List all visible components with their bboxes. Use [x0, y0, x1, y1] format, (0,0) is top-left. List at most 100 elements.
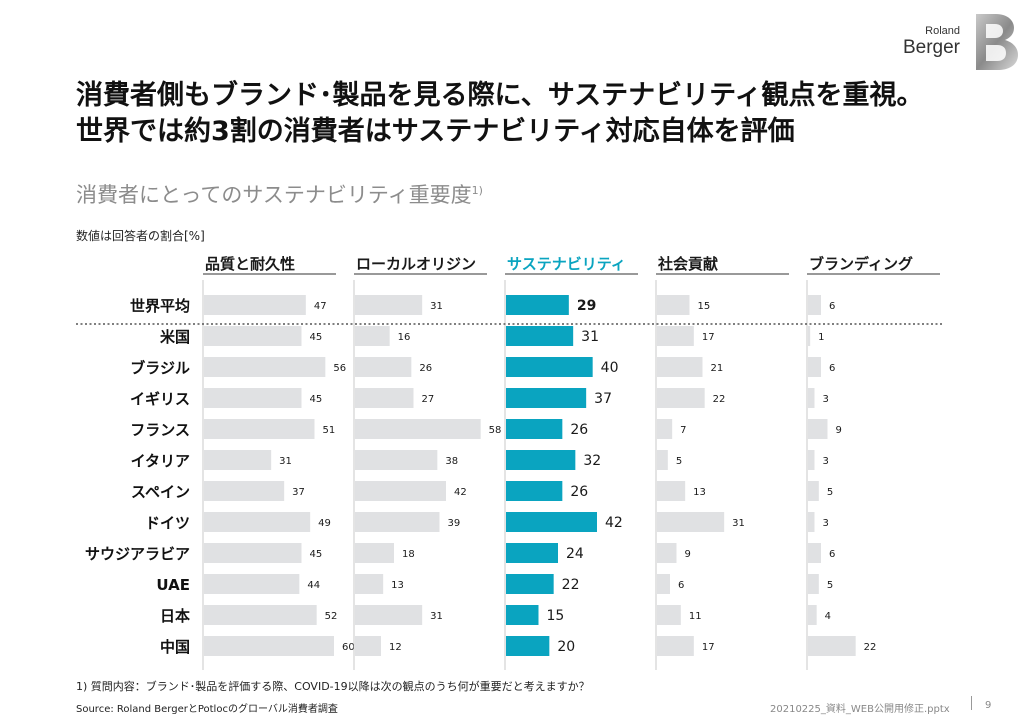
bar	[657, 295, 690, 315]
data-label: 4	[825, 611, 831, 622]
subtitle-footnote-marker: 1)	[471, 184, 483, 197]
data-label: 58	[489, 425, 502, 436]
bar	[204, 543, 302, 563]
data-label: 6	[829, 363, 835, 374]
data-label: 45	[310, 332, 323, 343]
bar	[808, 636, 856, 656]
series-header: サステナビリティ	[507, 255, 626, 273]
bar	[808, 450, 815, 470]
data-label: 32	[583, 453, 601, 469]
category-label: イギリス	[130, 390, 190, 408]
bar	[808, 388, 815, 408]
bar	[506, 605, 539, 625]
bar	[204, 450, 272, 470]
bar	[355, 295, 423, 315]
category-label: 日本	[160, 607, 190, 625]
bar-chart: 品質と耐久性474556455131374945445260ローカルオリジン31…	[76, 255, 944, 670]
subtitle-text: 消費者にとってのサステナビリティ重要度	[76, 183, 472, 207]
bar	[355, 512, 440, 532]
bar	[506, 512, 597, 532]
bar	[204, 605, 317, 625]
data-label: 5	[827, 580, 833, 591]
data-label: 56	[333, 363, 346, 374]
bar	[355, 636, 381, 656]
bar	[506, 481, 563, 501]
data-label: 22	[562, 577, 580, 593]
data-label: 22	[864, 642, 877, 653]
bar	[808, 419, 828, 439]
bar	[355, 326, 390, 346]
data-label: 27	[422, 394, 435, 405]
bar	[657, 605, 681, 625]
logo-b-icon	[976, 14, 1018, 70]
bar	[204, 326, 302, 346]
data-label: 7	[680, 425, 686, 436]
data-label: 31	[732, 518, 745, 529]
data-label: 12	[389, 642, 402, 653]
category-label: 米国	[160, 328, 190, 346]
data-label: 16	[398, 332, 411, 343]
bar	[204, 512, 311, 532]
bar	[808, 481, 819, 501]
bar	[657, 450, 668, 470]
data-label: 42	[605, 515, 623, 531]
bar	[657, 574, 670, 594]
bar	[204, 357, 326, 377]
bar	[355, 388, 414, 408]
bar	[355, 605, 423, 625]
data-label: 45	[310, 549, 323, 560]
data-label: 1	[818, 332, 824, 343]
data-label: 45	[310, 394, 323, 405]
data-label: 42	[454, 487, 467, 498]
logo-text-berger: Berger	[902, 37, 960, 58]
data-label: 26	[570, 484, 588, 500]
data-label: 26	[570, 422, 588, 438]
title-line-1: 消費者側もブランド･製品を見る際に、サステナビリティ観点を重視。	[76, 80, 924, 111]
bar	[506, 543, 558, 563]
bar	[355, 419, 481, 439]
roland-berger-logo: Roland Berger	[903, 14, 1022, 74]
data-label: 21	[711, 363, 724, 374]
category-label: 世界平均	[130, 297, 190, 315]
bar	[506, 295, 569, 315]
data-label: 47	[314, 301, 327, 312]
unit-note: 数値は回答者の割合[%]	[76, 229, 205, 243]
file-name: 20210225_資料_WEB公開用修正.pptx	[770, 704, 950, 715]
bar	[506, 326, 574, 346]
bar	[808, 295, 821, 315]
category-label: スペイン	[131, 483, 190, 501]
data-label: 3	[823, 456, 829, 467]
data-label: 5	[827, 487, 833, 498]
data-label: 51	[323, 425, 336, 436]
data-label: 18	[402, 549, 415, 560]
data-label: 31	[430, 301, 443, 312]
series-header: 社会貢献	[657, 255, 718, 273]
bar	[808, 512, 815, 532]
series-header: ブランディング	[809, 255, 913, 273]
bar	[808, 357, 821, 377]
data-label: 3	[823, 394, 829, 405]
bar	[657, 388, 705, 408]
bar	[355, 543, 394, 563]
category-label: サウジアラビア	[85, 545, 190, 563]
data-label: 5	[676, 456, 682, 467]
bar	[204, 419, 315, 439]
bar	[506, 636, 550, 656]
category-label: ブラジル	[130, 359, 190, 377]
category-label: イタリア	[131, 452, 190, 470]
data-label: 44	[307, 580, 320, 591]
bar	[808, 326, 811, 346]
series-header: ローカルオリジン	[356, 255, 476, 273]
bar	[808, 605, 817, 625]
bar	[506, 450, 576, 470]
data-label: 38	[445, 456, 458, 467]
data-label: 31	[279, 456, 292, 467]
category-label: ドイツ	[145, 514, 190, 532]
bar	[808, 574, 819, 594]
bar	[355, 481, 446, 501]
data-label: 40	[601, 360, 619, 376]
data-label: 13	[693, 487, 706, 498]
bar	[506, 574, 554, 594]
bar	[506, 357, 593, 377]
page-number: 9	[985, 700, 992, 711]
